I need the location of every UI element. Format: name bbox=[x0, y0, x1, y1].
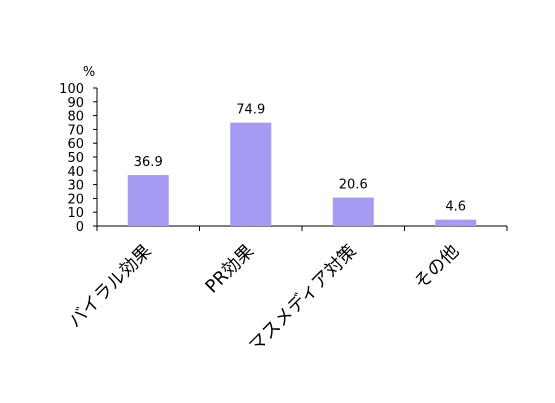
category-label: PR効果 bbox=[201, 241, 258, 298]
bar-value-label: 36.9 bbox=[134, 155, 163, 170]
y-tick-label: 30 bbox=[67, 179, 84, 194]
y-tick-label: 0 bbox=[76, 220, 84, 235]
bar-series bbox=[127, 122, 477, 226]
y-tick-label: 50 bbox=[67, 151, 84, 166]
y-tick-label: 80 bbox=[67, 110, 84, 125]
y-tick-label: 90 bbox=[67, 96, 84, 111]
bar-value-label: 74.9 bbox=[236, 103, 265, 118]
data-labels: 36.9 74.9 20.6 4.6 bbox=[134, 103, 466, 215]
bar bbox=[127, 175, 169, 226]
y-tick-label: 60 bbox=[67, 137, 84, 152]
y-tick-label: 40 bbox=[67, 165, 84, 180]
category-label: バイラル効果 bbox=[65, 241, 156, 332]
bar-value-label: 4.6 bbox=[445, 200, 466, 215]
y-tick-label: 70 bbox=[67, 123, 84, 138]
y-axis-unit-label: % bbox=[83, 65, 95, 80]
bar-value-label: 20.6 bbox=[339, 178, 368, 193]
category-label: マスメディア対策 bbox=[245, 241, 361, 357]
category-label: その他 bbox=[410, 241, 463, 294]
x-axis-ticks bbox=[96, 226, 508, 231]
y-tick-label: 10 bbox=[67, 206, 84, 221]
y-tick-label: 100 bbox=[59, 82, 84, 97]
y-tick-label: 20 bbox=[67, 192, 84, 207]
bar bbox=[435, 219, 477, 226]
bar bbox=[230, 122, 272, 226]
bar bbox=[332, 197, 374, 226]
